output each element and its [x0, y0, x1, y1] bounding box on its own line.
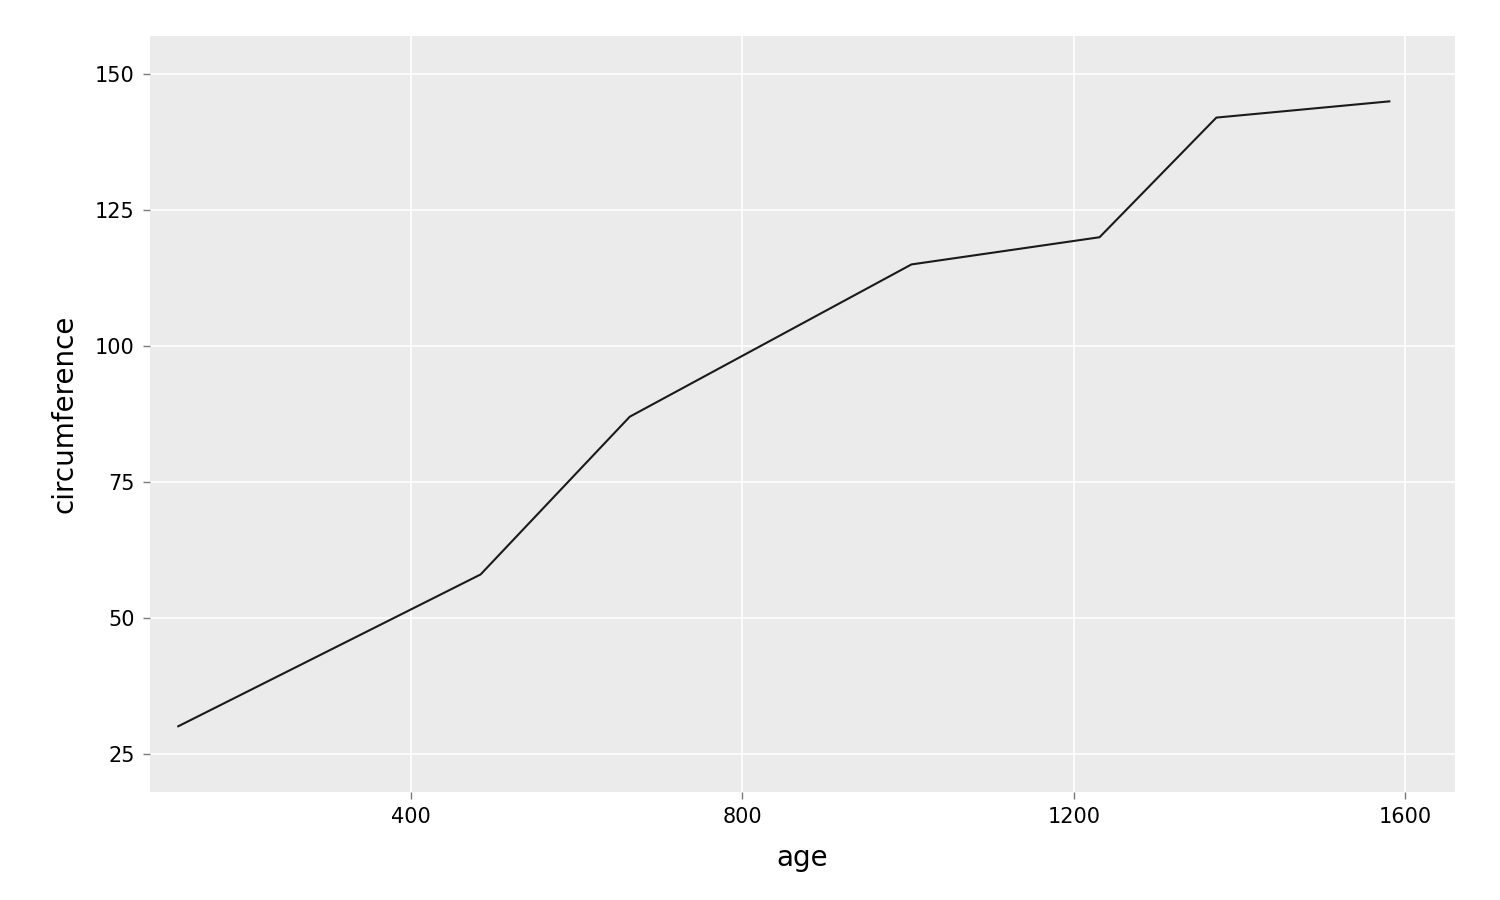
X-axis label: age: age — [777, 844, 828, 872]
Y-axis label: circumference: circumference — [51, 315, 78, 513]
